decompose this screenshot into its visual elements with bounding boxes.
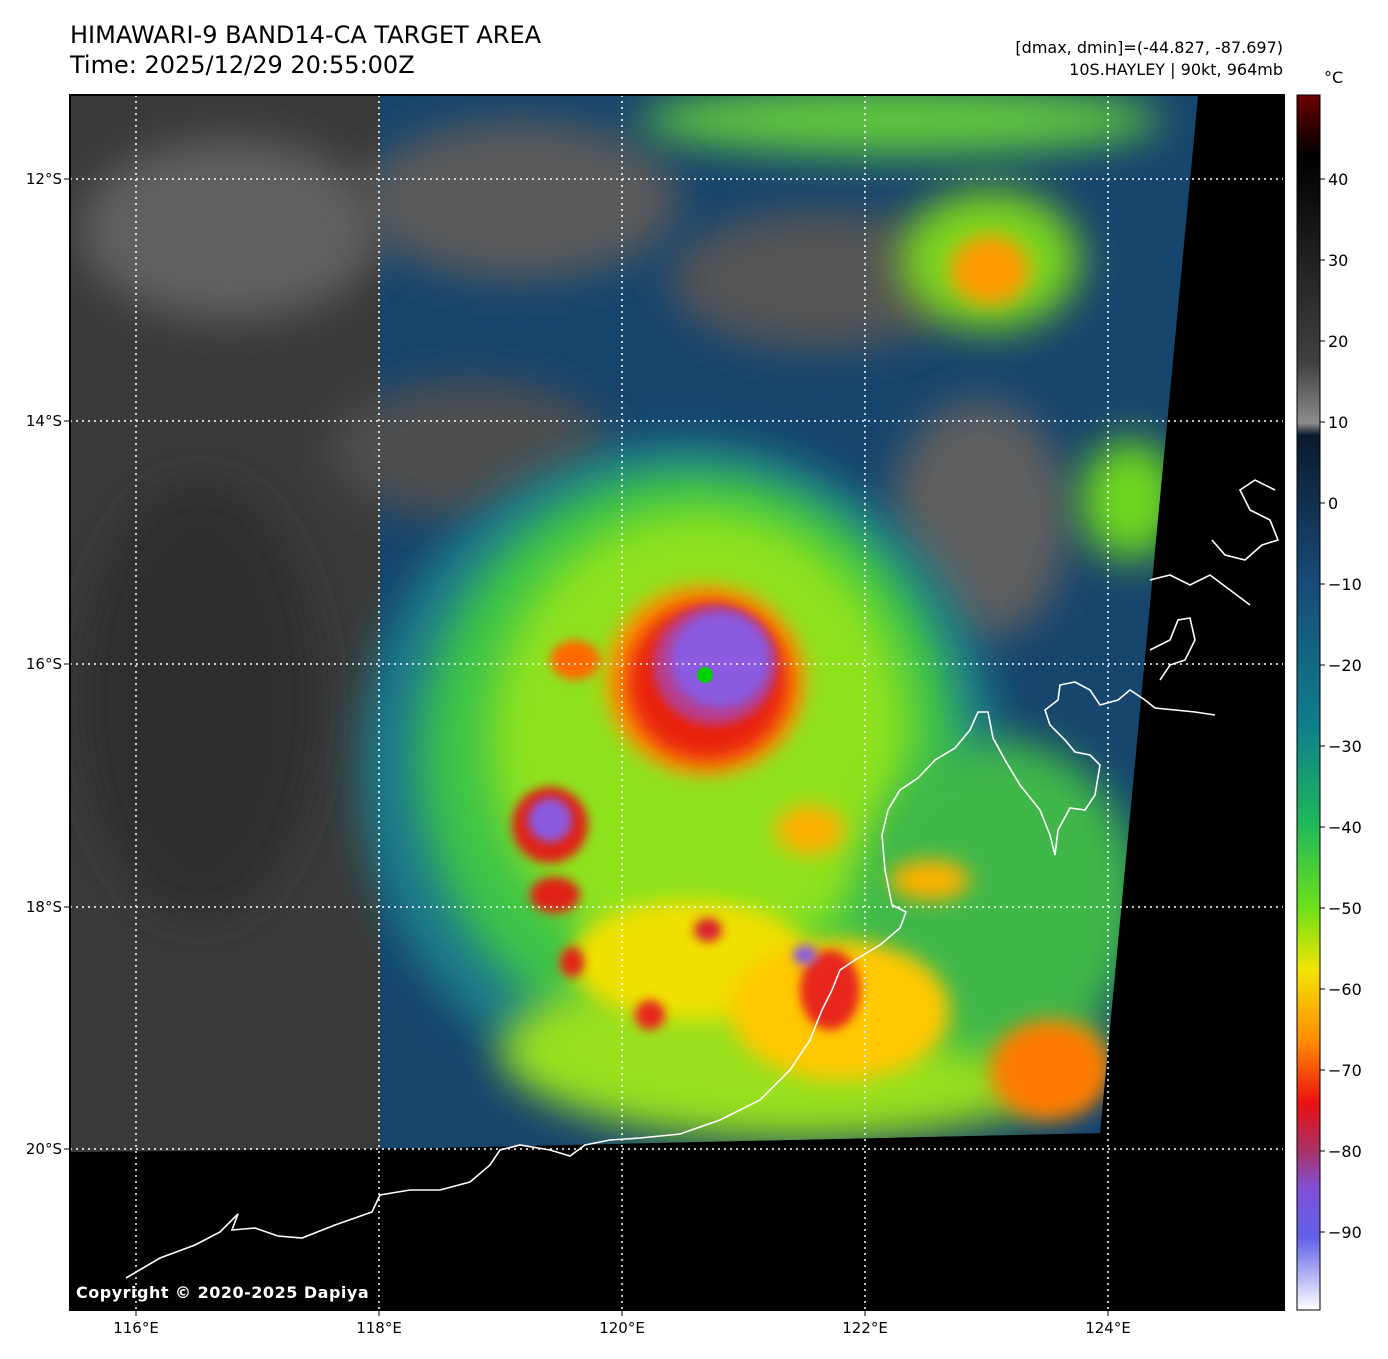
colorbar-tick-label: 20: [1328, 332, 1348, 351]
lon-label-124: 124°E: [1085, 1319, 1131, 1337]
lon-label-122: 122°E: [842, 1319, 888, 1337]
lon-label-120: 120°E: [599, 1319, 645, 1337]
copyright-label: Copyright © 2020-2025 Dapiya: [76, 1283, 370, 1302]
lat-label-16: 16°S: [26, 655, 62, 673]
colorbar-tick-label: 40: [1328, 170, 1348, 189]
colorbar-tick-label: −70: [1328, 1061, 1362, 1080]
lat-axis: 12°S 14°S 16°S 18°S 20°S: [26, 170, 70, 1158]
colorbar-tick-label: 10: [1328, 413, 1348, 432]
dmax-dmin-label: [dmax, dmin]=(-44.827, -87.697): [1015, 38, 1283, 57]
imagery: [70, 95, 1284, 1310]
lon-axis: 116°E 118°E 120°E 122°E 124°E: [113, 1310, 1131, 1337]
colorbar-tick-label: 30: [1328, 251, 1348, 270]
colorbar-unit: °C: [1324, 68, 1344, 87]
storm-info: [dmax, dmin]=(-44.827, -87.697) 10S.HAYL…: [1015, 37, 1283, 81]
colorbar-gradient: [1296, 94, 1321, 1311]
lat-label-20: 20°S: [26, 1140, 62, 1158]
lon-label-118: 118°E: [356, 1319, 402, 1337]
colorbar-tick-label: −30: [1328, 737, 1362, 756]
colorbar-tick-label: −60: [1328, 980, 1362, 999]
colorbar-tick-label: −20: [1328, 656, 1362, 675]
map-frame: [69, 94, 1285, 1311]
colorbar-tick-label: 0: [1328, 494, 1338, 513]
colorbar-tick-label: −10: [1328, 575, 1362, 594]
title-line-1: HIMAWARI-9 BAND14-CA TARGET AREA: [70, 21, 542, 49]
colorbar-tick-label: −40: [1328, 818, 1362, 837]
coastline: [125, 479, 1280, 1279]
lat-label-18: 18°S: [26, 898, 62, 916]
graticule: [70, 95, 1284, 1310]
chart-title: HIMAWARI-9 BAND14-CA TARGET AREA Time: 2…: [70, 20, 541, 80]
colorbar-tick-label: −80: [1328, 1142, 1362, 1161]
lon-label-116: 116°E: [113, 1319, 159, 1337]
title-line-2: Time: 2025/12/29 20:55:00Z: [70, 51, 415, 79]
colorbar-tick-label: −90: [1328, 1223, 1362, 1242]
colorbar: 40 30 20 10 0 −10 −20 −30 −40 −50 −60 −70 −80 −90: [1296, 94, 1362, 1311]
lat-label-12: 12°S: [26, 170, 62, 188]
lat-label-14: 14°S: [26, 412, 62, 430]
storm-label: 10S.HAYLEY | 90kt, 964mb: [1069, 60, 1283, 79]
colorbar-tick-label: −50: [1328, 899, 1362, 918]
